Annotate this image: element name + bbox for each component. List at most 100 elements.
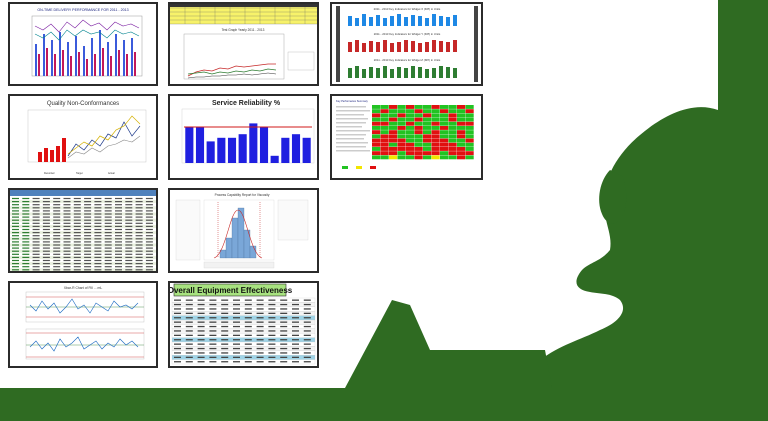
heatmap-cell [372,113,381,118]
heatmap-cell [448,155,457,160]
heatmap-cell [448,138,457,143]
service-reliability-thumbnail[interactable]: Service Reliability % [168,94,319,180]
heatmap-cell [465,105,474,109]
table-row [10,237,156,241]
heatmap-cell [465,155,474,160]
service-reliability-bar [270,155,279,163]
table-row [10,259,156,263]
service-reliability-title: Service Reliability % [212,100,281,107]
heatmap-cell [423,109,432,114]
heatmap-cell [465,121,474,126]
heatmap-cell [380,109,389,114]
heatmap-cell [448,126,457,130]
heatmap-cell [465,138,474,143]
control-chart: Xbar-R Chart of Fill ... mL [25,286,145,360]
ontime-delivery-thumbnail[interactable]: ON-TIME DELIVERY PERFORMANCE FOR 2011 - … [8,2,158,86]
heatmap-cell [457,105,466,109]
table-row [10,218,156,222]
heatmap-cell [372,151,381,156]
heatmap-cell [380,155,389,160]
quality-nc-legend-target: Target [76,172,83,175]
process-capability-thumbnail[interactable]: Process Capability Report for Viscosity [168,188,319,273]
process-capability-chart: Process Capability Report for Viscosity [175,193,309,269]
table-row [10,209,156,213]
table-row [10,224,156,228]
heatmap-cell [380,130,389,135]
heatmap-cell [372,130,381,135]
heatmap-cell [423,113,432,118]
oee-thumbnail[interactable]: Overall Equipment Effectiveness [168,281,319,368]
heatmap-cell [465,113,474,118]
desk [0,388,768,421]
heatmap-cell [448,142,457,147]
head-and-body [520,107,718,389]
quality-nc-chart: Quality Non-Conformances Recorded Target… [27,101,147,175]
small-multiples-title-2: 2011 - 2013 Key Indicators for Widget Y … [374,32,441,36]
heatmap-cell [389,155,398,160]
heatmap-cell [448,109,457,114]
quality-nc-thumbnail[interactable]: Quality Non-Conformances Recorded Target… [8,94,158,180]
heatmap-cell [372,142,381,147]
control-chart-thumbnail[interactable]: Xbar-R Chart of Fill ... mL [8,281,158,368]
table-row [10,197,156,201]
table-row [10,234,156,238]
table-row [10,206,156,210]
service-reliability-chart: Service Reliability % [181,100,315,164]
heatmap-cell [440,126,449,130]
heatmap-cell [372,117,381,122]
heatmap-cell [440,138,449,143]
data-table-thumbnail[interactable] [8,188,158,273]
heatmap-cell [440,151,449,156]
heatmap-thumbnail[interactable]: Key Performance Summary [330,94,483,180]
quality-nc-bars [38,138,66,162]
heatmap-cell [457,126,466,130]
spreadsheet-graph-thumbnail[interactable]: Test Graph Yearly 2011 - 2013 [168,2,319,86]
service-reliability-bar [302,137,311,163]
heatmap-cell [372,121,381,126]
heatmap-cell [457,117,466,122]
heatmap-cell [448,134,457,139]
heatmap-cell [423,105,432,109]
heatmap-cell [389,105,398,109]
heatmap-cell [465,151,474,156]
heatmap-cell [414,105,423,109]
heatmap-cell [423,147,432,151]
heatmap-cell [465,117,474,122]
quality-nc-title: Quality Non-Conformances [47,101,119,107]
heatmap-cell [397,155,406,160]
table-row [171,359,316,365]
process-capability-title: Process Capability Report for Viscosity [215,193,270,197]
quality-nc-line-1 [67,121,141,157]
heatmap-cell [397,113,406,118]
heatmap-cell [372,147,381,151]
heatmap-cell [423,134,432,139]
small-multiples-thumbnail[interactable]: 2011 - 2013 Key Indicators for Widget X … [330,2,483,86]
xbar-series [29,298,139,314]
heatmap-cell [389,109,398,114]
heatmap-cell [372,134,381,139]
service-reliability-bar [238,134,247,163]
spreadsheet-graph-title: Test Graph Yearly 2011 - 2013 [222,28,265,32]
oee-title: Overall Equipment Effectiveness [170,286,293,295]
heatmap-chart: Key Performance Summary [336,99,474,169]
table-row [10,243,156,247]
heatmap-cell [423,117,432,122]
heatmap-cell [465,130,474,135]
heatmap-cell [414,151,423,156]
heatmap-cell [389,138,398,143]
heatmap-cell [397,126,406,130]
heatmap-cell [397,117,406,122]
heatmap-cell [423,130,432,135]
heatmap-cell [457,147,466,151]
heatmap-cell [380,142,389,147]
heatmap-cell [406,126,415,130]
heatmap-cell [414,142,423,147]
service-reliability-bar [217,137,226,163]
heatmap-cell [431,138,440,143]
heatmap-cell [431,147,440,151]
heatmap-cell [406,134,415,139]
small-multiples-bars-1 [348,14,457,26]
heatmap-cell [465,126,474,130]
heatmap-cell [380,113,389,118]
heatmap-cell [389,142,398,147]
